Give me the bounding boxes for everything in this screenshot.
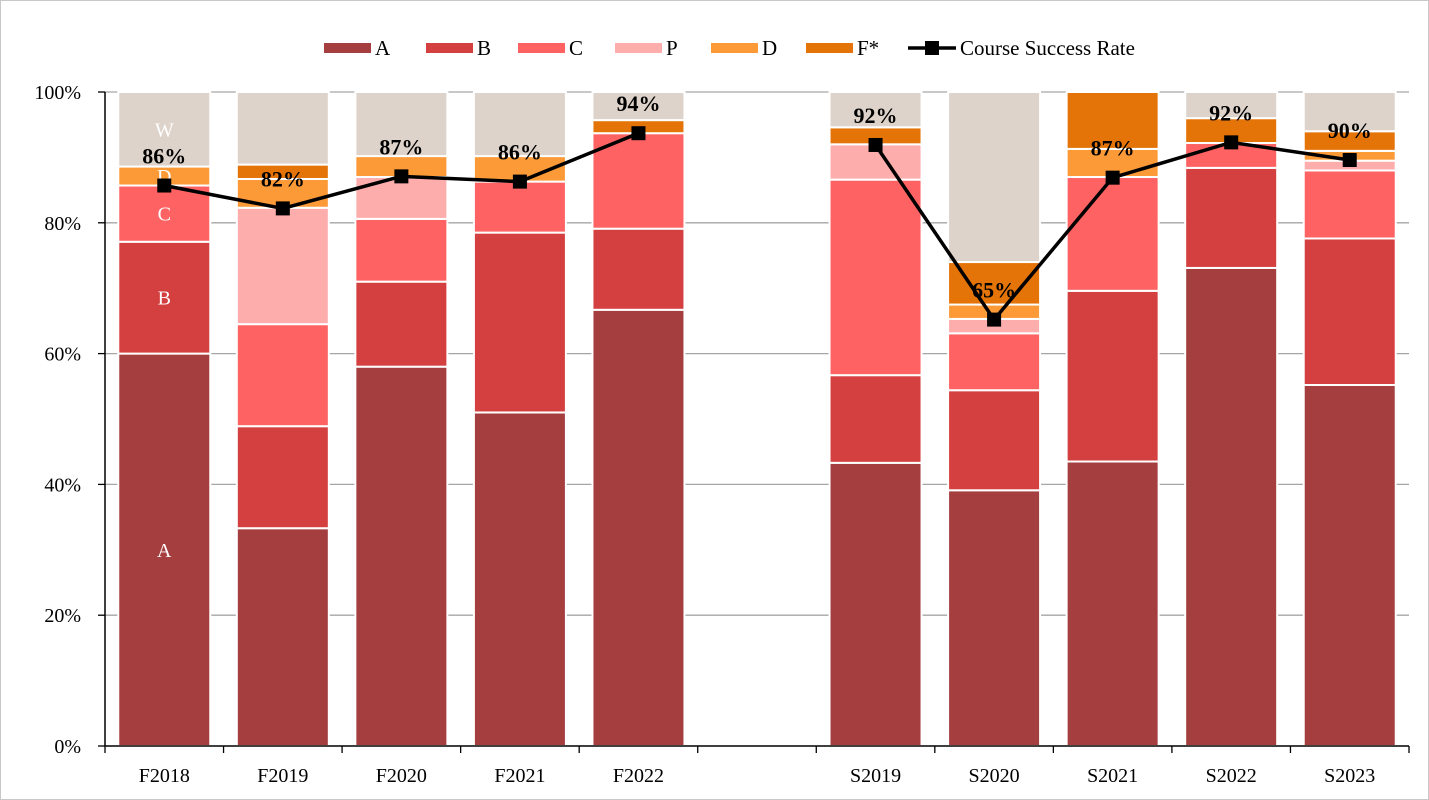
- legend-label: D: [762, 36, 777, 60]
- bar-segment: [1184, 166, 1279, 269]
- success-rate-marker: [275, 201, 290, 216]
- segment-label: C: [158, 204, 171, 226]
- y-tick-label: 100%: [34, 82, 81, 104]
- bar-segment: [354, 365, 449, 747]
- data-label: 86%: [498, 140, 542, 165]
- segment-label: W: [155, 119, 174, 141]
- x-tick-label: F2020: [376, 765, 427, 787]
- success-rate-marker: [512, 174, 527, 189]
- bar-segment: [1065, 460, 1160, 747]
- bar-segment: [828, 461, 923, 747]
- bar-segment: [947, 332, 1042, 392]
- x-tick-label: S2020: [969, 765, 1020, 787]
- bar-segment: [1184, 266, 1279, 747]
- x-tick-label: S2021: [1087, 765, 1138, 787]
- legend-label: B: [477, 36, 491, 60]
- x-tick-label: F2022: [613, 765, 664, 787]
- success-rate-line: [163, 131, 1350, 323]
- bar-segment: [117, 352, 212, 747]
- bar-segment: [472, 180, 567, 234]
- x-tick-label: F2021: [494, 765, 545, 787]
- segment-label: B: [158, 288, 171, 310]
- y-tick-label: 80%: [44, 213, 81, 235]
- bar-segment: [1302, 383, 1397, 747]
- data-label: 65%: [972, 278, 1016, 303]
- data-label: 82%: [261, 166, 305, 191]
- bar-segment: [828, 91, 923, 129]
- x-tick-label: S2022: [1206, 765, 1257, 787]
- y-tick-label: 60%: [44, 344, 81, 366]
- success-rate-marker: [157, 178, 172, 193]
- data-label: 90%: [1328, 118, 1372, 143]
- bar-segment: [354, 217, 449, 283]
- bar-segment: [828, 178, 923, 377]
- bar-segment: [1302, 169, 1397, 240]
- legend-swatch: [324, 43, 371, 53]
- bar-segment: [947, 489, 1042, 748]
- bar-segment: [1065, 91, 1160, 150]
- success-rate-marker: [394, 169, 409, 184]
- legend-label: F*: [857, 36, 879, 60]
- success-rate-marker: [987, 312, 1002, 327]
- bar-segment: [235, 527, 330, 748]
- y-tick-label: 0%: [54, 736, 81, 758]
- bar-segment: [1065, 289, 1160, 463]
- bar-segment: [1302, 91, 1397, 133]
- bar-segment: [591, 132, 686, 230]
- data-label: 87%: [379, 134, 423, 159]
- bar-segment: [472, 231, 567, 414]
- bar-segment: [591, 227, 686, 311]
- segment-label: A: [157, 540, 172, 562]
- success-rate-marker: [1224, 135, 1239, 150]
- bar-segment: [828, 374, 923, 464]
- data-label: 87%: [1091, 136, 1135, 161]
- legend-swatch: [806, 43, 853, 53]
- legend-swatch: [711, 43, 758, 53]
- y-tick-label: 20%: [44, 605, 81, 627]
- bar-segment: [1065, 176, 1160, 292]
- x-tick-label: F2018: [139, 765, 190, 787]
- success-rate-marker: [631, 126, 646, 141]
- bar-segment: [947, 91, 1042, 264]
- bar-segment: [591, 308, 686, 747]
- bar-segment: [472, 91, 567, 158]
- bar-segment: [117, 240, 212, 355]
- bar-segment: [1302, 237, 1397, 386]
- bar-segment: [235, 206, 330, 326]
- legend-swatch: [615, 43, 662, 53]
- legend-marker-swatch: [925, 41, 939, 55]
- data-label: 94%: [616, 91, 660, 116]
- legend-label: P: [666, 36, 678, 60]
- legend-label: Course Success Rate: [960, 36, 1135, 60]
- legend-label: C: [569, 36, 583, 60]
- bar-segment: [354, 91, 449, 158]
- legend-label: A: [375, 36, 391, 60]
- success-rate-marker: [1105, 170, 1120, 185]
- data-label: 92%: [854, 103, 898, 128]
- y-tick-label: 40%: [44, 474, 81, 496]
- bar-segment: [354, 280, 449, 368]
- x-tick-label: S2023: [1324, 765, 1375, 787]
- success-rate-marker: [1342, 153, 1357, 168]
- bar-segment: [117, 91, 212, 168]
- bar-segment: [947, 389, 1042, 492]
- data-label: 86%: [142, 144, 186, 169]
- x-tick-label: F2019: [257, 765, 308, 787]
- bar-segment: [235, 91, 330, 166]
- bar-segment: [1184, 91, 1279, 120]
- bar-segment: [591, 91, 686, 122]
- data-label: 92%: [1209, 100, 1253, 125]
- x-tick-label: S2019: [850, 765, 901, 787]
- legend-swatch: [518, 43, 565, 53]
- bar-segment: [235, 323, 330, 428]
- bar-segment: [472, 411, 567, 747]
- success-rate-marker: [868, 137, 883, 152]
- legend-swatch: [426, 43, 473, 53]
- bar-segment: [117, 184, 212, 243]
- bar-segment: [235, 425, 330, 530]
